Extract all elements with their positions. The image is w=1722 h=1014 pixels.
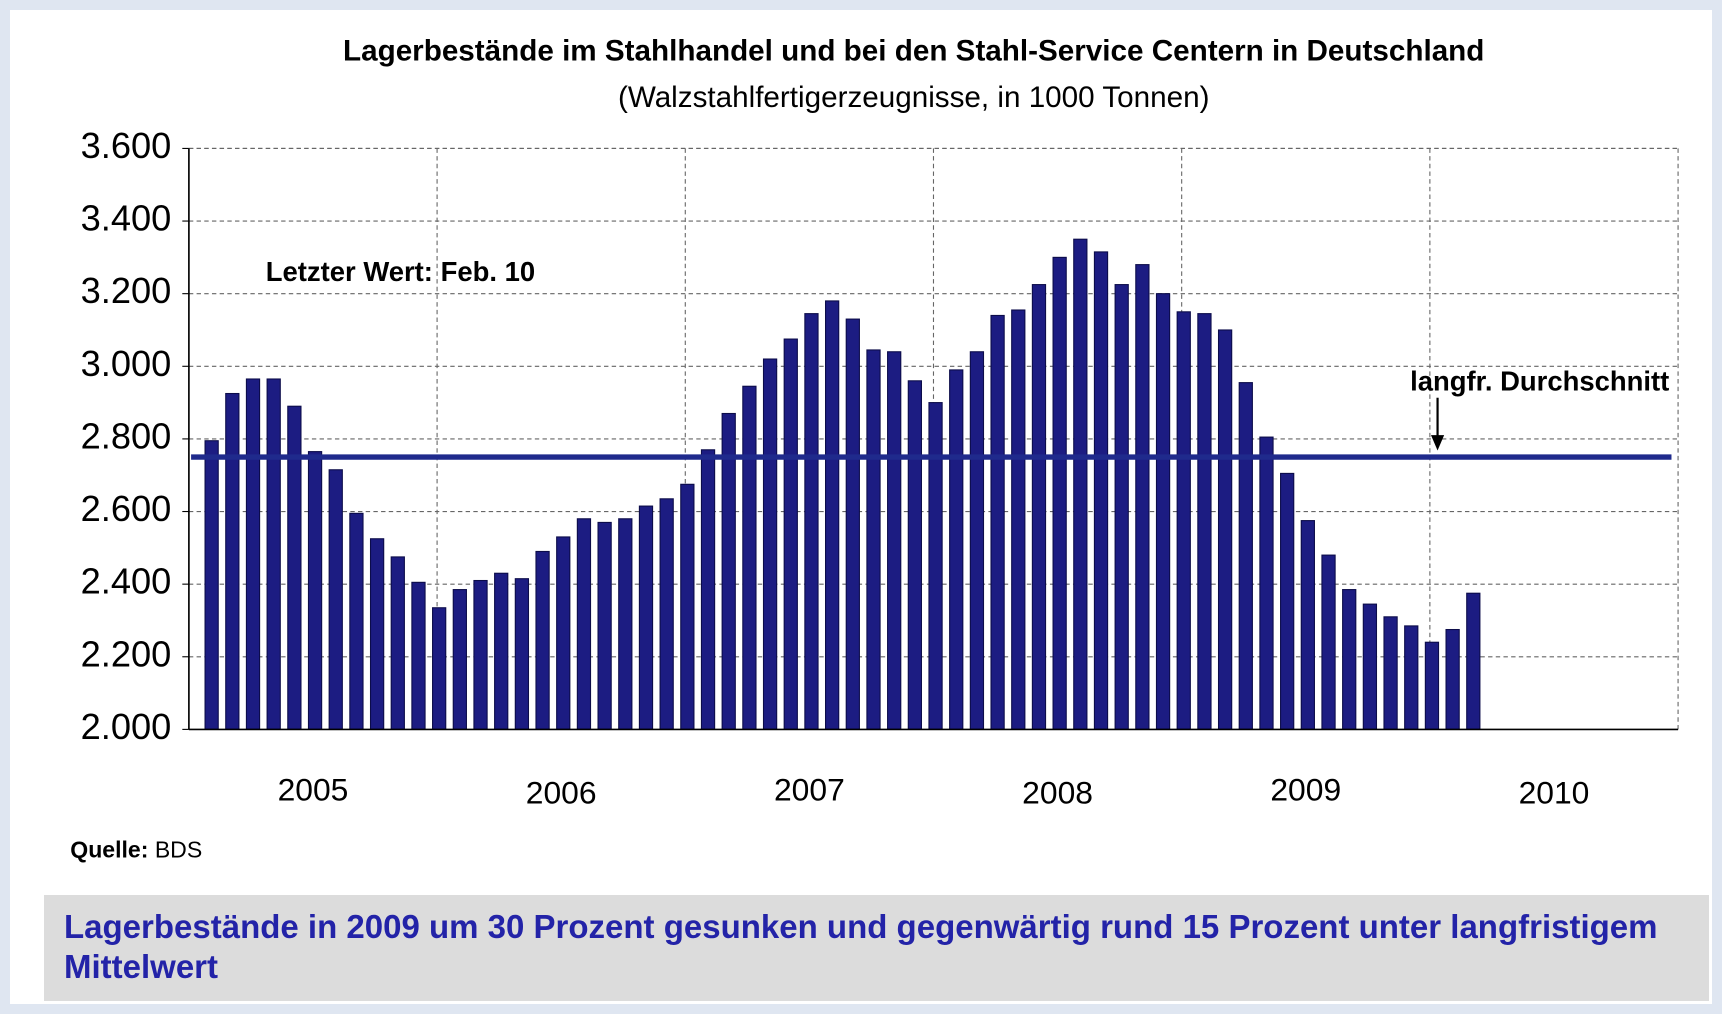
source-value: BDS xyxy=(155,836,202,862)
bar xyxy=(1052,256,1067,730)
bar xyxy=(1342,589,1357,730)
chart-title: Lagerbestände im Stahlhandel und bei den… xyxy=(343,35,1484,68)
y-tick-label: 3.200 xyxy=(81,270,172,311)
y-tick-label: 2.800 xyxy=(81,415,172,456)
bar xyxy=(762,358,778,730)
bar xyxy=(1238,382,1253,730)
bar xyxy=(432,607,447,730)
bar xyxy=(266,378,281,730)
bar xyxy=(990,314,1005,730)
bar xyxy=(1176,311,1191,730)
average-label: langfr. Durchschnitt xyxy=(1410,366,1669,397)
bar xyxy=(597,521,612,730)
bar xyxy=(1383,616,1398,730)
chart-subtitle: (Walzstahlfertigerzeugnisse, in 1000 Ton… xyxy=(618,81,1210,114)
bar xyxy=(328,469,343,730)
bar xyxy=(680,483,695,730)
x-tick-label: 2005 xyxy=(278,771,349,807)
y-tick-label: 3.400 xyxy=(81,198,172,239)
bar xyxy=(1197,313,1212,730)
bar xyxy=(514,578,530,730)
bar xyxy=(245,378,261,730)
bar xyxy=(1259,436,1274,730)
bar xyxy=(556,536,571,730)
bar xyxy=(204,440,219,730)
arrow-head xyxy=(1430,435,1445,451)
x-tick-label: 2010 xyxy=(1519,775,1590,811)
bar xyxy=(866,349,881,730)
bar xyxy=(949,369,964,730)
bar xyxy=(1424,641,1440,730)
bar xyxy=(576,518,592,730)
bar xyxy=(700,449,716,730)
bar xyxy=(307,451,323,730)
bar xyxy=(494,572,509,730)
y-tick-label: 2.400 xyxy=(81,561,172,602)
bar xyxy=(845,318,860,730)
bar xyxy=(535,550,550,730)
bar xyxy=(390,556,405,730)
y-tick-label: 2.000 xyxy=(81,706,172,747)
bar xyxy=(1404,625,1419,730)
bar xyxy=(1114,284,1129,730)
bar xyxy=(659,498,674,730)
x-tick-label: 2009 xyxy=(1270,771,1341,807)
bar xyxy=(1321,554,1336,730)
source-label: Quelle: xyxy=(70,836,148,862)
bar xyxy=(1280,472,1295,730)
bar xyxy=(928,402,943,730)
bar xyxy=(907,380,923,730)
bar xyxy=(1093,251,1109,730)
bar xyxy=(1011,309,1026,730)
bar xyxy=(721,412,736,730)
footer-note: Lagerbestände in 2009 um 30 Prozent gesu… xyxy=(44,895,1709,1001)
bar xyxy=(452,589,467,730)
annotation: Letzter Wert: Feb. 10 xyxy=(266,256,535,287)
bar xyxy=(1155,293,1171,730)
bar xyxy=(349,512,364,730)
bar xyxy=(1135,264,1150,730)
bar xyxy=(1445,628,1460,730)
bar xyxy=(1031,284,1047,730)
bar xyxy=(969,351,985,730)
bar xyxy=(473,579,488,730)
bar xyxy=(824,300,840,730)
y-tick-label: 3.000 xyxy=(81,343,172,384)
bar xyxy=(1300,520,1315,730)
x-tick-label: 2006 xyxy=(526,775,597,811)
y-tick-label: 2.200 xyxy=(81,633,172,674)
y-tick-label: 2.600 xyxy=(81,488,172,529)
bar xyxy=(618,518,633,730)
bar xyxy=(638,505,654,730)
x-tick-label: 2008 xyxy=(1022,775,1093,811)
bar xyxy=(742,385,757,730)
bar xyxy=(887,351,902,730)
bar xyxy=(225,392,240,730)
bar xyxy=(783,338,798,730)
bar xyxy=(804,313,819,730)
bar xyxy=(369,538,385,730)
bar xyxy=(1073,238,1088,730)
source: Quelle: BDS xyxy=(70,836,202,862)
bar xyxy=(1466,592,1481,730)
y-tick-label: 3.600 xyxy=(81,125,172,166)
bar xyxy=(1217,329,1233,730)
bar xyxy=(1362,603,1378,730)
bar xyxy=(411,581,426,730)
x-tick-label: 2007 xyxy=(774,771,845,807)
